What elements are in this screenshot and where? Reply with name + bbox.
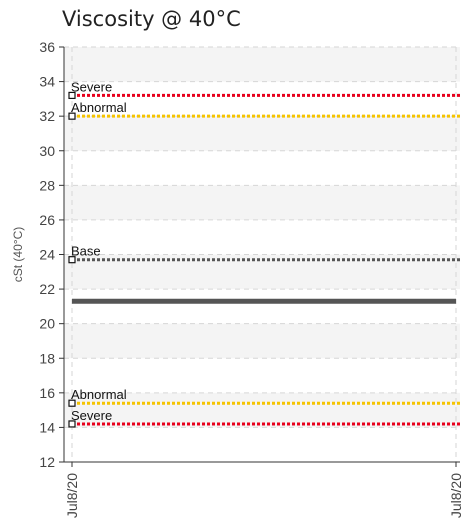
limit-label: Abnormal xyxy=(71,100,127,115)
limit-line-abnormal: Abnormal xyxy=(68,387,460,407)
limit-label: Severe xyxy=(71,408,112,423)
limit-line-severe: Severe xyxy=(68,408,460,428)
limit-marker xyxy=(68,256,76,264)
y-tick-label: 20 xyxy=(39,316,55,332)
limit-marker xyxy=(68,91,76,100)
limit-label: Abnormal xyxy=(71,387,127,402)
limit-line-base: Base xyxy=(68,244,460,264)
limit-label: Base xyxy=(71,244,101,259)
y-tick-label: 36 xyxy=(39,39,55,55)
y-tick-label: 22 xyxy=(39,281,55,297)
y-tick-label: 18 xyxy=(39,350,55,366)
y-tick-label: 16 xyxy=(39,385,55,401)
chart-title: Viscosity @ 40°C xyxy=(62,7,241,31)
limit-marker xyxy=(68,420,76,428)
x-tick-label: Jul8/20 xyxy=(448,473,464,518)
limit-line-abnormal: Abnormal xyxy=(68,100,460,120)
y-tick-label: 12 xyxy=(39,454,55,470)
plot-band xyxy=(64,392,460,428)
y-tick-label: 34 xyxy=(39,74,55,90)
plot-band xyxy=(64,185,460,220)
y-tick-label: 32 xyxy=(39,108,55,124)
y-tick-label: 26 xyxy=(39,212,55,228)
x-tick-label: Jul8/20 xyxy=(64,473,80,518)
limit-marker xyxy=(68,112,76,120)
y-tick-label: 28 xyxy=(39,177,55,193)
plot-band xyxy=(64,323,460,359)
y-tick-label: 24 xyxy=(39,247,55,263)
plot-band xyxy=(64,116,460,151)
limit-label: Severe xyxy=(71,79,112,94)
y-tick-label: 14 xyxy=(39,419,55,435)
y-tick-label: 30 xyxy=(39,143,55,159)
plot-band xyxy=(64,47,460,82)
limit-marker xyxy=(68,399,76,407)
limit-line-severe: Severe xyxy=(68,79,460,100)
y-axis-label: cSt (40°C) xyxy=(11,227,25,282)
